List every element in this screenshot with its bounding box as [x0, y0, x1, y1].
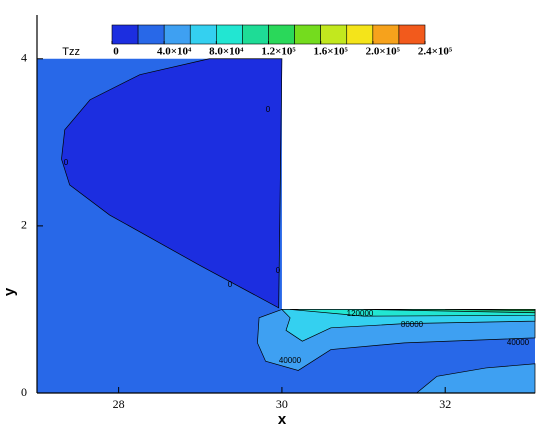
contour-label: 0 [228, 280, 233, 289]
colorbar-swatch [398, 24, 426, 45]
y-axis-label: y [1, 287, 18, 296]
y-tick-label: 4 [21, 51, 27, 65]
y-tick-label: 0 [21, 385, 27, 399]
contour-region [61, 58, 283, 309]
y-tick-label: 2 [21, 218, 27, 232]
colorbar-swatch [294, 24, 321, 45]
colorbar-swatch [137, 24, 165, 45]
colorbar-swatch [111, 24, 139, 45]
x-tick-label: 32 [439, 397, 451, 411]
colorbar-tick-label: 2.4×10⁵ [418, 46, 453, 58]
colorbar-swatch [242, 24, 269, 45]
contour-label: 40000 [279, 356, 302, 365]
colorbar-title: Tzz [62, 46, 80, 58]
x-tick-label: 30 [276, 397, 288, 411]
colorbar-tick-label: 2.0×10⁵ [366, 46, 401, 58]
colorbar-swatch [268, 24, 295, 45]
colorbar-tick-label: 4.0×10⁴ [157, 46, 192, 58]
colorbar-swatch [372, 24, 400, 45]
x-axis-label: x [278, 411, 287, 428]
colorbar-tick-label: 8.0×10⁴ [209, 46, 244, 58]
contour-label: 0 [266, 105, 271, 114]
colorbar-tick-label: 1.6×10⁵ [314, 46, 349, 58]
contour-label: 40000 [507, 338, 530, 347]
contour-label: 80000 [401, 320, 424, 329]
contour-label: 0 [64, 158, 69, 167]
colorbar-swatch [163, 24, 191, 45]
colorbar-swatch [346, 24, 374, 45]
colorbar-tick-label: 0 [113, 46, 119, 58]
colorbar-swatch [216, 24, 243, 45]
contour-label: 120000 [347, 309, 374, 318]
colorbar-tick-label: 1.2×10⁵ [261, 46, 296, 58]
colorbar-swatch [320, 24, 348, 45]
contour-region [445, 309, 536, 312]
colorbar-swatch [189, 24, 217, 45]
x-tick-label: 28 [113, 397, 125, 411]
contour-label: 0 [276, 266, 281, 275]
